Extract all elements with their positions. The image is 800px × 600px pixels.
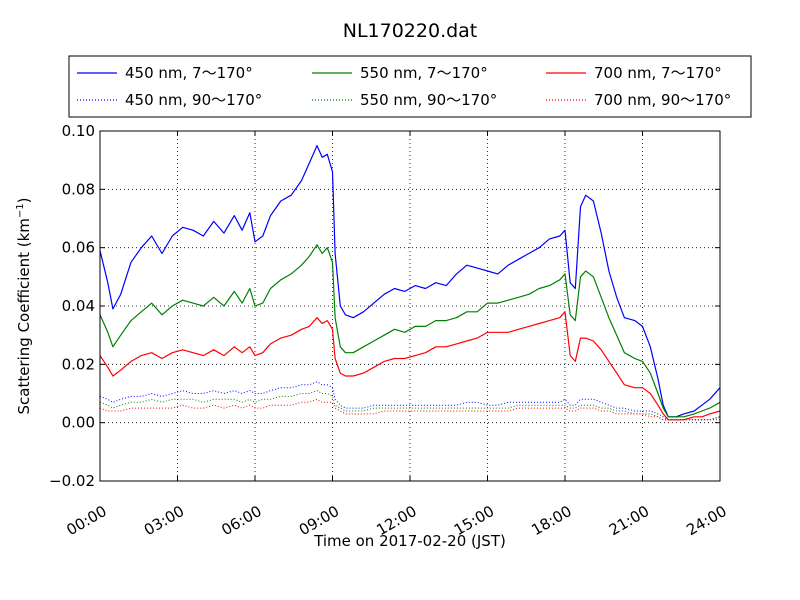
x-tick-label: 03:00 — [141, 502, 187, 539]
legend-label: 550 nm, 90～170° — [360, 91, 497, 109]
y-tick-label: 0.10 — [62, 122, 95, 140]
series-line-3 — [99, 244, 721, 418]
legend-label: 700 nm, 7～170° — [594, 64, 722, 82]
legend-label: 700 nm, 90～170° — [594, 91, 731, 109]
x-tick-label: 21:00 — [606, 502, 652, 539]
y-axis-label: Scattering Coefficient (km−1) — [15, 197, 33, 414]
y-tick-label: 0.06 — [62, 239, 95, 257]
x-tick-label: 00:00 — [63, 502, 109, 539]
y-axis: −0.02 0.00 0.02 0.04 0.06 0.08 0.10 — [49, 122, 720, 490]
legend: 450 nm, 7～170° 550 nm, 7～170° 700 nm, 7～17… — [68, 55, 752, 118]
legend-label: 450 nm, 90～170° — [125, 91, 262, 109]
legend-label: 550 nm, 7～170° — [360, 64, 488, 82]
series-layer — [99, 145, 721, 421]
x-tick-label: 06:00 — [218, 502, 264, 539]
series-line-6 — [99, 398, 720, 421]
y-tick-label: 0.00 — [62, 414, 95, 432]
chart-title: NL170220.dat — [343, 20, 478, 42]
y-tick-label: 0.02 — [62, 355, 95, 373]
y-tick-label: 0.08 — [62, 180, 95, 198]
x-tick-label: 24:00 — [683, 502, 729, 539]
legend-label: 450 nm, 7～170° — [125, 64, 253, 82]
y-tick-label: −0.02 — [49, 472, 95, 490]
x-axis-label: Time on 2017-02-20 (JST) — [313, 532, 506, 550]
plot-area — [99, 130, 721, 482]
y-axis-label-exponent: −1 — [15, 203, 26, 218]
series-line-1 — [99, 145, 721, 418]
series-line-5 — [99, 311, 721, 421]
grid — [100, 131, 720, 481]
legend-frame — [68, 55, 752, 118]
series-line-2 — [99, 381, 721, 421]
y-axis-label-close: ) — [15, 197, 33, 203]
y-tick-label: 0.04 — [62, 297, 95, 315]
y-axis-label-main: Scattering Coefficient (km — [15, 218, 33, 414]
x-tick-label: 18:00 — [528, 502, 574, 539]
